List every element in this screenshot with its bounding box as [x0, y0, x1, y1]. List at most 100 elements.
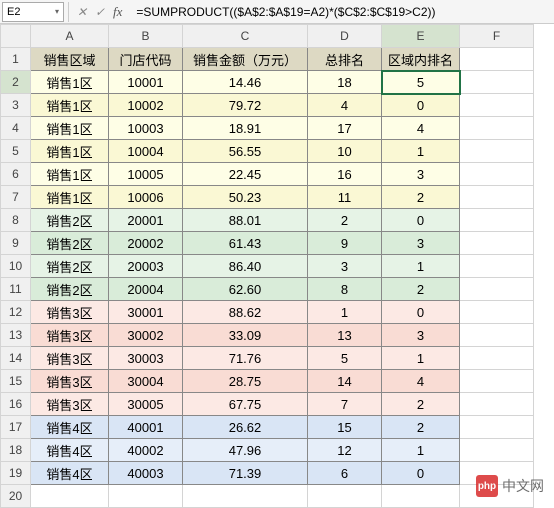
data-cell[interactable]: 10005 [109, 163, 183, 186]
row-header-6[interactable]: 6 [1, 163, 31, 186]
data-cell[interactable]: 10004 [109, 140, 183, 163]
empty-cell[interactable] [460, 301, 534, 324]
data-cell[interactable]: 销售2区 [31, 232, 109, 255]
empty-cell[interactable] [460, 94, 534, 117]
data-cell[interactable]: 9 [308, 232, 382, 255]
data-cell[interactable]: 销售2区 [31, 255, 109, 278]
empty-cell[interactable] [31, 485, 109, 508]
empty-cell[interactable] [460, 163, 534, 186]
data-cell[interactable]: 1 [308, 301, 382, 324]
data-cell[interactable]: 7 [308, 393, 382, 416]
fx-icon[interactable]: fx [113, 4, 122, 20]
data-cell[interactable]: 10001 [109, 71, 183, 94]
data-cell[interactable]: 2 [308, 209, 382, 232]
row-header-20[interactable]: 20 [1, 485, 31, 508]
data-cell[interactable]: 79.72 [183, 94, 308, 117]
data-cell[interactable]: 销售1区 [31, 186, 109, 209]
data-cell[interactable]: 14 [308, 370, 382, 393]
data-cell[interactable]: 30002 [109, 324, 183, 347]
empty-cell[interactable] [460, 439, 534, 462]
data-cell[interactable]: 17 [308, 117, 382, 140]
data-cell[interactable]: 销售3区 [31, 301, 109, 324]
row-header-7[interactable]: 7 [1, 186, 31, 209]
col-header-A[interactable]: A [31, 25, 109, 48]
name-box[interactable]: E2 ▾ [2, 2, 64, 22]
data-cell[interactable]: 18.91 [183, 117, 308, 140]
data-cell[interactable]: 11 [308, 186, 382, 209]
header-cell[interactable]: 区域内排名 [382, 48, 460, 71]
data-cell[interactable]: 12 [308, 439, 382, 462]
data-cell[interactable]: 16 [308, 163, 382, 186]
empty-cell[interactable] [460, 393, 534, 416]
data-cell[interactable]: 20002 [109, 232, 183, 255]
data-cell[interactable]: 33.09 [183, 324, 308, 347]
data-cell[interactable]: 5 [382, 71, 460, 94]
data-cell[interactable]: 2 [382, 278, 460, 301]
data-cell[interactable]: 18 [308, 71, 382, 94]
data-cell[interactable]: 30005 [109, 393, 183, 416]
data-cell[interactable]: 销售2区 [31, 209, 109, 232]
data-cell[interactable]: 86.40 [183, 255, 308, 278]
header-cell[interactable]: 销售区域 [31, 48, 109, 71]
data-cell[interactable]: 0 [382, 301, 460, 324]
data-cell[interactable]: 1 [382, 347, 460, 370]
row-header-4[interactable]: 4 [1, 117, 31, 140]
empty-cell[interactable] [109, 485, 183, 508]
data-cell[interactable]: 销售2区 [31, 278, 109, 301]
data-cell[interactable]: 销售4区 [31, 462, 109, 485]
data-cell[interactable]: 1 [382, 439, 460, 462]
data-cell[interactable]: 56.55 [183, 140, 308, 163]
data-cell[interactable]: 4 [382, 117, 460, 140]
confirm-icon[interactable]: ✓ [91, 5, 109, 19]
empty-cell[interactable] [382, 485, 460, 508]
data-cell[interactable]: 3 [382, 324, 460, 347]
data-cell[interactable]: 61.43 [183, 232, 308, 255]
row-header-15[interactable]: 15 [1, 370, 31, 393]
data-cell[interactable]: 销售3区 [31, 324, 109, 347]
data-cell[interactable]: 2 [382, 186, 460, 209]
data-cell[interactable]: 15 [308, 416, 382, 439]
empty-cell[interactable] [460, 71, 534, 94]
data-cell[interactable]: 13 [308, 324, 382, 347]
row-header-19[interactable]: 19 [1, 462, 31, 485]
data-cell[interactable]: 30003 [109, 347, 183, 370]
data-cell[interactable]: 67.75 [183, 393, 308, 416]
col-header-B[interactable]: B [109, 25, 183, 48]
header-cell[interactable]: 门店代码 [109, 48, 183, 71]
empty-cell[interactable] [460, 416, 534, 439]
col-header-E[interactable]: E [382, 25, 460, 48]
data-cell[interactable]: 20003 [109, 255, 183, 278]
data-cell[interactable]: 40003 [109, 462, 183, 485]
data-cell[interactable]: 销售3区 [31, 370, 109, 393]
formula-input[interactable] [130, 2, 554, 22]
row-header-18[interactable]: 18 [1, 439, 31, 462]
data-cell[interactable]: 0 [382, 462, 460, 485]
select-all-corner[interactable] [1, 25, 31, 48]
data-cell[interactable]: 销售4区 [31, 416, 109, 439]
empty-cell[interactable] [460, 209, 534, 232]
empty-cell[interactable] [460, 117, 534, 140]
row-header-17[interactable]: 17 [1, 416, 31, 439]
data-cell[interactable]: 销售1区 [31, 140, 109, 163]
data-cell[interactable]: 销售1区 [31, 163, 109, 186]
cancel-icon[interactable]: ✕ [73, 5, 91, 19]
empty-cell[interactable] [460, 370, 534, 393]
data-cell[interactable]: 88.62 [183, 301, 308, 324]
data-cell[interactable]: 40001 [109, 416, 183, 439]
empty-cell[interactable] [460, 232, 534, 255]
data-cell[interactable]: 14.46 [183, 71, 308, 94]
data-cell[interactable]: 88.01 [183, 209, 308, 232]
row-header-3[interactable]: 3 [1, 94, 31, 117]
data-cell[interactable]: 销售3区 [31, 347, 109, 370]
name-box-dropdown-icon[interactable]: ▾ [55, 7, 59, 16]
empty-cell[interactable] [460, 324, 534, 347]
row-header-16[interactable]: 16 [1, 393, 31, 416]
data-cell[interactable]: 10 [308, 140, 382, 163]
row-header-14[interactable]: 14 [1, 347, 31, 370]
data-cell[interactable]: 3 [308, 255, 382, 278]
data-cell[interactable]: 销售1区 [31, 71, 109, 94]
empty-cell[interactable] [183, 485, 308, 508]
data-cell[interactable]: 6 [308, 462, 382, 485]
data-cell[interactable]: 47.96 [183, 439, 308, 462]
data-cell[interactable]: 10006 [109, 186, 183, 209]
